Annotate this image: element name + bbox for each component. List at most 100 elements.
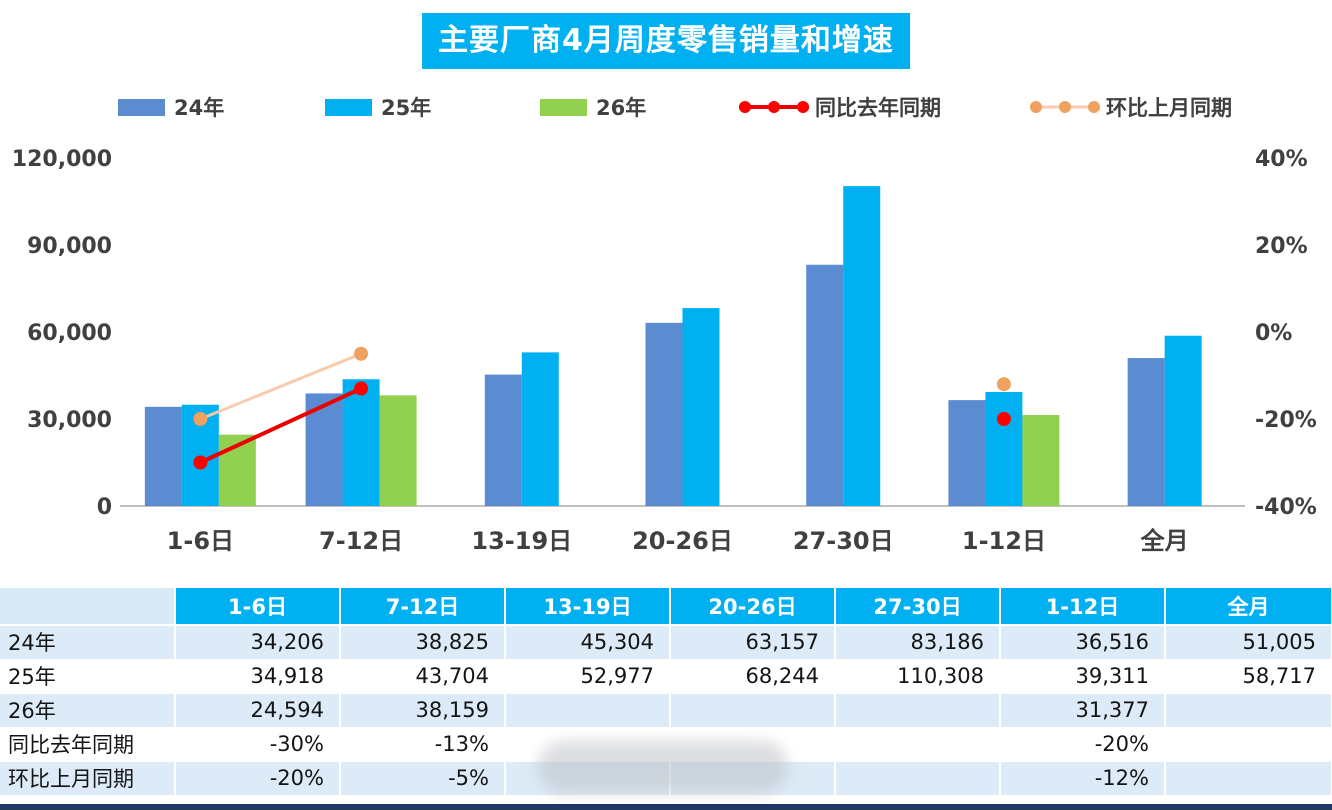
chart-title: 主要厂商4月周度零售销量和增速 — [422, 13, 910, 69]
table-row-label: 24年 — [0, 625, 176, 660]
table-col-header: 27-30日 — [835, 588, 1001, 626]
table-cell: 83,186 — [835, 625, 1001, 660]
bar-25年 — [521, 352, 559, 506]
left-axis-tick: 0 — [97, 495, 112, 520]
left-axis-tick: 90,000 — [27, 234, 112, 259]
point-同比去年同期 — [996, 412, 1011, 426]
table-row-label: 同比去年同期 — [0, 727, 176, 762]
table-cell: 38,825 — [340, 625, 506, 660]
right-axis-tick: 20% — [1255, 234, 1308, 259]
table-cell — [1165, 761, 1332, 796]
left-axis-tick: 30,000 — [27, 408, 112, 433]
right-axis-tick: 40% — [1255, 147, 1308, 172]
yoy-line-icon — [739, 101, 809, 113]
left-axis-tick: 120,000 — [12, 147, 112, 172]
line-环比上月同期 — [199, 352, 362, 421]
point-同比去年同期 — [354, 381, 369, 396]
legend-item-mom: 环比上月同期 — [1028, 92, 1232, 122]
table-col-header: 20-26日 — [670, 588, 836, 626]
table-body: 24年 34,206 38,825 45,304 63,157 83,186 36,516 5… — [0, 625, 1332, 796]
table-row-label: 环比上月同期 — [0, 761, 176, 796]
table-row: 24年 34,206 38,825 45,304 63,157 83,186 36,516 5… — [0, 625, 1332, 660]
table-col-header: 全月 — [1165, 588, 1332, 626]
legend-label-yoy: 同比去年同期 — [815, 96, 941, 120]
bar-25年 — [342, 379, 380, 506]
table-cell — [835, 693, 1001, 728]
table-row: 26年 24,594 38,159 31,377 — [0, 693, 1332, 728]
table-cell: 68,244 — [670, 659, 836, 694]
legend-label-2024: 24年 — [174, 96, 225, 120]
legend-label-2026: 26年 — [596, 96, 647, 120]
table-cell: 24,594 — [175, 693, 341, 728]
bar-25年 — [985, 391, 1023, 506]
x-axis-category: 7-12日 — [319, 527, 403, 555]
line-同比去年同期 — [199, 386, 362, 465]
data-table: 1-6日 7-12日 13-19日 20-26日 27-30日 1-12日 全月 24年 34… — [0, 588, 1332, 796]
x-axis-category: 全月 — [1140, 527, 1189, 555]
legend-item-2026: 26年 — [540, 92, 646, 122]
table-cell — [1165, 727, 1332, 762]
right-axis-tick: -20% — [1255, 408, 1317, 433]
table-cell: 34,918 — [175, 659, 341, 694]
x-axis-category: 13-19日 — [471, 527, 572, 555]
table-cell: 34,206 — [175, 625, 341, 660]
legend-item-2025: 25年 — [325, 92, 431, 122]
bar-24年 — [484, 374, 522, 506]
table-col-header: 7-12日 — [340, 588, 506, 626]
legend-swatch-2025 — [325, 98, 372, 116]
table-cell — [1165, 693, 1332, 728]
x-axis-category: 20-26日 — [632, 527, 733, 555]
bar-line-chart: 0 30,000 60,000 90,000 120,000 -40% -20% 0% 20% 4… — [12, 147, 1317, 555]
bar-26年 — [379, 395, 417, 506]
table-row-label: 25年 — [0, 659, 176, 694]
bar-26年 — [1022, 415, 1060, 506]
legend-item-yoy: 同比去年同期 — [737, 92, 941, 122]
table-cell — [835, 761, 1001, 796]
legend-item-2024: 24年 — [118, 92, 224, 122]
chart-legend: 24年 25年 26年 同比去年同期 环比上月同期 — [0, 92, 1332, 122]
right-axis-tick: 0% — [1255, 321, 1292, 346]
bar-24年 — [645, 322, 683, 506]
table-cell: 51,005 — [1165, 625, 1332, 660]
point-环比上月同期 — [996, 377, 1011, 392]
table-cell: 52,977 — [505, 659, 671, 694]
point-环比上月同期 — [193, 412, 208, 426]
table-cell — [670, 693, 836, 728]
right-axis-tick: -40% — [1255, 495, 1317, 520]
table-cell: 45,304 — [505, 625, 671, 660]
bar-25年 — [1164, 335, 1202, 506]
table-cell — [505, 693, 671, 728]
table-bottom-border — [0, 804, 1332, 810]
table-cell: -20% — [175, 761, 341, 796]
table-row-label: 26年 — [0, 693, 176, 728]
table-col-header: 1-12日 — [1000, 588, 1166, 626]
x-axis-category: 27-30日 — [793, 527, 894, 555]
table-cell — [835, 727, 1001, 762]
table-col-header: 13-19日 — [505, 588, 671, 626]
table-cell: -13% — [340, 727, 506, 762]
bar-24年 — [948, 400, 986, 506]
point-同比去年同期 — [193, 455, 208, 470]
bar-24年 — [144, 406, 182, 506]
x-axis-category: 1-12日 — [962, 527, 1046, 555]
table-cell: -30% — [175, 727, 341, 762]
legend-swatch-2026 — [540, 98, 587, 116]
table-header-row: 1-6日 7-12日 13-19日 20-26日 27-30日 1-12日 全月 — [0, 588, 1332, 626]
table-cell: 43,704 — [340, 659, 506, 694]
table-cell: 110,308 — [835, 659, 1001, 694]
table-col-header: 1-6日 — [175, 588, 341, 626]
table-row: 25年 34,918 43,704 52,977 68,244 110,308 39,311… — [0, 659, 1332, 694]
bar-24年 — [806, 264, 844, 506]
table-cell: 39,311 — [1000, 659, 1166, 694]
mom-line-icon — [1030, 101, 1100, 113]
table-cell: 31,377 — [1000, 693, 1166, 728]
bar-25年 — [843, 186, 881, 506]
table-cell: 38,159 — [340, 693, 506, 728]
legend-label-mom: 环比上月同期 — [1106, 96, 1232, 120]
bar-25年 — [682, 308, 720, 506]
bar-24年 — [1127, 358, 1165, 506]
legend-swatch-2024 — [118, 98, 165, 116]
table-cell: 58,717 — [1165, 659, 1332, 694]
legend-label-2025: 25年 — [381, 96, 432, 120]
